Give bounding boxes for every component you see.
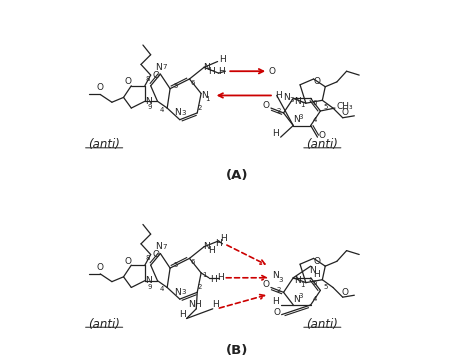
Text: 3: 3 <box>299 293 303 299</box>
Text: 3: 3 <box>289 97 293 103</box>
Text: CH₃: CH₃ <box>337 102 353 111</box>
Text: O: O <box>152 71 159 79</box>
Text: O: O <box>152 250 159 259</box>
Text: 3: 3 <box>182 110 186 116</box>
Text: 7: 7 <box>162 244 166 250</box>
Text: N: N <box>145 276 152 285</box>
Text: 2: 2 <box>198 285 202 290</box>
Text: N: N <box>293 295 300 304</box>
Text: 8: 8 <box>146 255 150 261</box>
Text: N: N <box>188 300 195 309</box>
Text: 6: 6 <box>312 280 317 286</box>
Text: (A): (A) <box>226 169 248 183</box>
Text: N: N <box>201 91 208 100</box>
Text: 4: 4 <box>160 107 164 113</box>
Text: N: N <box>293 115 300 124</box>
Text: N: N <box>155 242 162 251</box>
Text: H: H <box>217 273 224 282</box>
Text: H: H <box>179 310 186 319</box>
Text: N: N <box>203 242 210 251</box>
Text: 1: 1 <box>300 281 304 287</box>
Text: O: O <box>125 257 132 266</box>
Text: O: O <box>97 83 104 92</box>
Text: 2: 2 <box>276 287 281 294</box>
Text: O: O <box>268 67 275 76</box>
Text: N: N <box>283 93 290 102</box>
Text: 1: 1 <box>206 96 210 102</box>
Text: 3: 3 <box>182 289 186 295</box>
Text: 6: 6 <box>190 259 195 265</box>
Text: N: N <box>174 108 181 117</box>
Text: 9: 9 <box>147 284 152 290</box>
Text: 2: 2 <box>198 105 202 111</box>
Text: H: H <box>219 55 226 64</box>
Text: H: H <box>220 234 227 243</box>
Text: N: N <box>203 63 210 72</box>
Text: O: O <box>97 263 104 272</box>
Text: H: H <box>209 246 215 255</box>
Text: N: N <box>294 97 301 106</box>
Text: O: O <box>273 308 280 317</box>
Text: O: O <box>313 77 320 86</box>
Text: 8: 8 <box>146 76 150 82</box>
Text: (anti): (anti) <box>88 139 120 151</box>
Text: 9: 9 <box>147 104 152 110</box>
Text: O: O <box>263 280 270 289</box>
Text: 4: 4 <box>312 296 317 302</box>
Text: N: N <box>155 63 162 72</box>
Text: H: H <box>275 91 282 100</box>
Text: 6: 6 <box>312 100 317 106</box>
Text: 4: 4 <box>312 117 317 123</box>
Text: (anti): (anti) <box>88 318 120 331</box>
Text: O: O <box>341 288 348 297</box>
Text: N: N <box>309 266 316 276</box>
Text: 7: 7 <box>162 64 166 70</box>
Text: (anti): (anti) <box>306 318 338 331</box>
Text: 2: 2 <box>276 108 281 114</box>
Text: N: N <box>273 271 279 280</box>
Text: 5: 5 <box>173 83 178 89</box>
Text: H: H <box>209 67 215 76</box>
Text: O: O <box>341 108 348 117</box>
Text: O: O <box>319 131 326 140</box>
Text: H: H <box>210 275 217 284</box>
Text: 5: 5 <box>323 284 328 290</box>
Text: 4: 4 <box>160 286 164 292</box>
Text: O: O <box>313 257 320 266</box>
Text: N: N <box>294 276 301 285</box>
Text: 1: 1 <box>202 272 206 278</box>
Text: (B): (B) <box>226 344 248 357</box>
Text: O: O <box>125 77 132 86</box>
Text: (anti): (anti) <box>306 139 338 151</box>
Text: 5: 5 <box>323 104 328 110</box>
Text: 5: 5 <box>173 262 178 268</box>
Text: O: O <box>263 101 270 110</box>
Text: N: N <box>174 288 181 297</box>
Text: H: H <box>194 300 201 309</box>
Text: 6: 6 <box>190 80 195 86</box>
Text: 3: 3 <box>278 277 283 283</box>
Text: N: N <box>145 97 152 106</box>
Text: H: H <box>218 67 225 76</box>
Text: 1: 1 <box>300 102 304 108</box>
Text: H: H <box>273 129 279 138</box>
Text: H: H <box>313 270 320 279</box>
Text: H: H <box>215 240 222 248</box>
Text: H: H <box>212 300 219 309</box>
Text: 3: 3 <box>299 114 303 120</box>
Text: H: H <box>273 296 279 305</box>
